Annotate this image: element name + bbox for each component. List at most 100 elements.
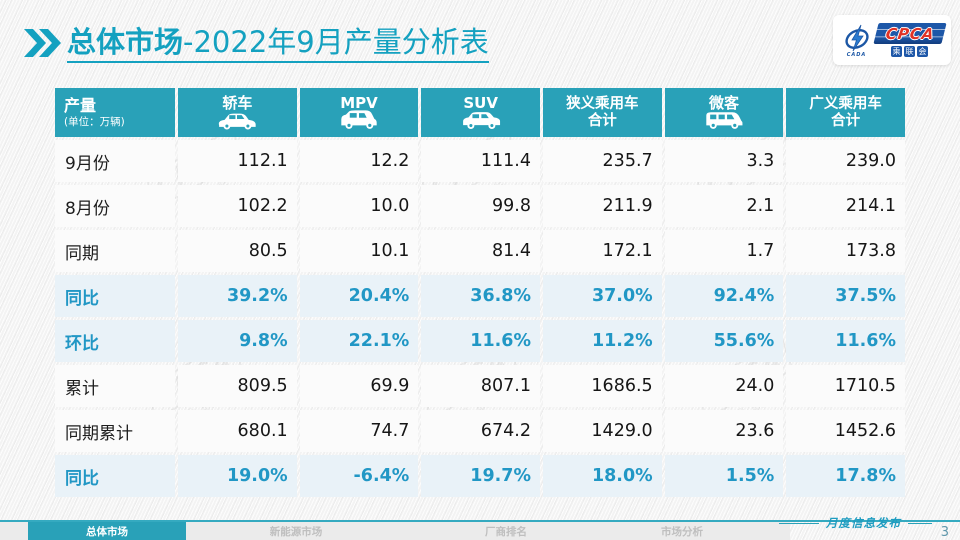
cpca-emblem-icon xyxy=(844,24,869,51)
table-cell: -6.4% xyxy=(299,455,419,497)
corner-subtitle: (单位：万辆) xyxy=(64,115,125,128)
header-label: MPV xyxy=(340,93,378,112)
column-header-4: 狭义乘用车 合计 xyxy=(542,88,662,137)
cada-label: CADA xyxy=(846,51,867,58)
suv-icon xyxy=(460,112,502,130)
table-corner-header: 产量 (单位：万辆) xyxy=(55,88,175,137)
table-cell: 11.6% xyxy=(786,320,905,362)
row-label: 同比 xyxy=(55,275,175,317)
table-cell: 18.0% xyxy=(542,455,662,497)
table-cell: 239.0 xyxy=(786,140,905,182)
table-cell: 80.5 xyxy=(178,230,297,272)
table-cell: 1.7 xyxy=(664,230,784,272)
table-cell: 1686.5 xyxy=(542,365,662,407)
table-cell: 99.8 xyxy=(421,185,540,227)
table-cell: 211.9 xyxy=(542,185,662,227)
table-cell: 102.2 xyxy=(178,185,297,227)
table-cell: 2.1 xyxy=(664,185,784,227)
row-label: 8月份 xyxy=(55,185,175,227)
page-title-section: 总体市场 xyxy=(67,25,184,59)
cpca-band: CPCA xyxy=(872,23,947,44)
table-cell: 1452.6 xyxy=(786,410,905,452)
row-label: 累计 xyxy=(55,365,175,407)
table-cell: 674.2 xyxy=(421,410,540,452)
table-cell: 55.6% xyxy=(664,320,784,362)
header-label: 合计 xyxy=(831,112,861,129)
table-cell: 12.2 xyxy=(299,140,419,182)
chenglianhui-label: 乘联会 xyxy=(891,46,928,57)
column-header-3: SUV xyxy=(421,88,540,137)
footer-divider xyxy=(0,520,960,522)
table-cell: 37.0% xyxy=(542,275,662,317)
tab-1[interactable]: 总体市场 xyxy=(28,522,186,540)
table-cell: 1710.5 xyxy=(786,365,905,407)
table-cell: 36.8% xyxy=(421,275,540,317)
tab-2[interactable]: 新能源市场 xyxy=(269,525,323,538)
footer-dash-left xyxy=(779,522,819,524)
logo-sub-char: 乘 xyxy=(891,46,902,57)
column-header-5: 微客 xyxy=(664,88,784,137)
cpca-logo: CADA CPCA 乘联会 xyxy=(833,15,951,65)
table-cell: 214.1 xyxy=(786,185,905,227)
table-cell: 19.7% xyxy=(421,455,540,497)
page-number: 3 xyxy=(940,525,949,540)
column-header-6: 广义乘用车 合计 xyxy=(786,88,905,137)
table-cell: 92.4% xyxy=(664,275,784,317)
table-cell: 19.0% xyxy=(178,455,297,497)
sedan-icon xyxy=(216,112,258,130)
header-label: SUV xyxy=(463,93,498,112)
row-label: 同期累计 xyxy=(55,410,175,452)
table-cell: 11.6% xyxy=(421,320,540,362)
header-label: 合计 xyxy=(587,112,617,129)
footer-note: 月度信息发布 xyxy=(779,515,932,531)
header-label: 轿车 xyxy=(222,93,253,112)
table-cell: 17.8% xyxy=(786,455,905,497)
mpv-icon xyxy=(338,110,380,130)
table-cell: 74.7 xyxy=(299,410,419,452)
table-cell: 24.0 xyxy=(664,365,784,407)
tab-4[interactable]: 市场分析 xyxy=(661,525,703,538)
table-cell: 3.3 xyxy=(664,140,784,182)
table-cell: 112.1 xyxy=(178,140,297,182)
row-label: 同期 xyxy=(55,230,175,272)
cpca-text: CPCA xyxy=(883,24,936,43)
row-label: 9月份 xyxy=(55,140,175,182)
header-label: 微客 xyxy=(708,93,739,112)
logo-sub-char: 联 xyxy=(904,46,915,57)
header-label: 狭义乘用车 xyxy=(566,96,639,113)
table-cell: 680.1 xyxy=(178,410,297,452)
footer-note-text: 月度信息发布 xyxy=(826,516,901,530)
table-cell: 111.4 xyxy=(421,140,540,182)
tab-3[interactable]: 厂商排名 xyxy=(485,525,527,538)
table-cell: 39.2% xyxy=(178,275,297,317)
page-title-rest: -2022年9月产量分析表 xyxy=(183,25,489,59)
table-cell: 11.2% xyxy=(542,320,662,362)
section-tabbar: 总体市场 新能源市场 厂商排名 市场分析 xyxy=(0,522,790,540)
table-cell: 10.1 xyxy=(299,230,419,272)
table-cell: 20.4% xyxy=(299,275,419,317)
table-cell: 809.5 xyxy=(178,365,297,407)
logo-sub-char: 会 xyxy=(917,46,928,57)
table-cell: 10.0 xyxy=(299,185,419,227)
table-cell: 1429.0 xyxy=(542,410,662,452)
table-cell: 172.1 xyxy=(542,230,662,272)
table-cell: 173.8 xyxy=(786,230,905,272)
table-cell: 235.7 xyxy=(542,140,662,182)
table-cell: 23.6 xyxy=(664,410,784,452)
column-header-2: MPV xyxy=(299,88,419,137)
page-title: 总体市场-2022年9月产量分析表 xyxy=(67,24,489,63)
footer-dash-right xyxy=(908,522,932,524)
minivan-icon xyxy=(703,112,745,130)
table-cell: 69.9 xyxy=(299,365,419,407)
table-cell: 9.8% xyxy=(178,320,297,362)
corner-title: 产量 xyxy=(64,95,97,115)
table-cell: 37.5% xyxy=(786,275,905,317)
table-cell: 22.1% xyxy=(299,320,419,362)
production-table: 产量 (单位：万辆) 轿车 MPV SUV 狭义乘用车 合计 微客 广义乘用车 合计 9月份 112.… xyxy=(55,88,905,497)
table-cell: 1.5% xyxy=(664,455,784,497)
cpca-emblem: CADA xyxy=(841,23,873,58)
table-cell: 807.1 xyxy=(421,365,540,407)
table-cell: 81.4 xyxy=(421,230,540,272)
column-header-1: 轿车 xyxy=(178,88,297,137)
